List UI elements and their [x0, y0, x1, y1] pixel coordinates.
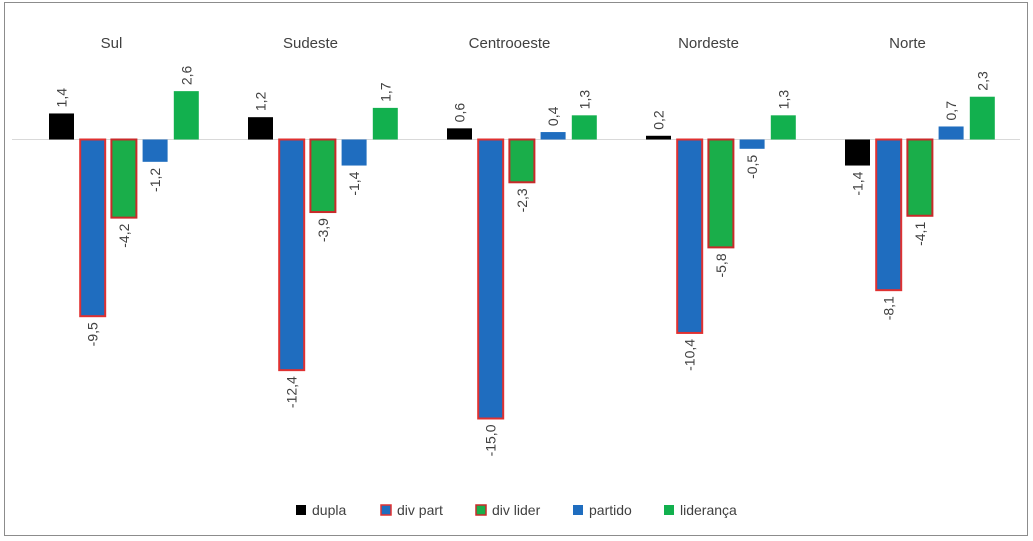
value-label-partido-sudeste: -1,4 — [346, 171, 362, 195]
bar-div-lider-centrooeste — [508, 138, 536, 184]
legend-label-div-part: div part — [397, 502, 443, 518]
category-label-norte: Norte — [889, 35, 926, 52]
bar-div-part-centrooeste — [477, 138, 505, 420]
legend-swatch-partido — [573, 505, 583, 515]
legend-swatch-lideran-a — [664, 505, 674, 515]
value-label-partido-norte: 0,7 — [943, 101, 959, 121]
category-label-nordeste: Nordeste — [678, 35, 739, 52]
category-label-sul: Sul — [101, 35, 123, 52]
bar-partido-sul — [142, 139, 168, 162]
legend-label-partido: partido — [589, 502, 632, 518]
bar-div-part-sudeste — [278, 138, 306, 372]
bar-dupla-sudeste — [248, 117, 273, 140]
value-label-div-part-nordeste: -10,4 — [682, 339, 698, 371]
bar-partido-sudeste — [341, 139, 367, 166]
bar-lideran-a-centrooeste — [571, 115, 597, 140]
legend-label-lideran-a: liderança — [680, 502, 737, 518]
bar-div-lider-norte — [906, 138, 934, 217]
value-label-div-lider-centrooeste: -2,3 — [514, 188, 530, 212]
category-label-sudeste: Sudeste — [283, 35, 338, 52]
bar-lideran-a-sul — [173, 91, 199, 140]
legend-swatch-div-part — [380, 504, 392, 516]
value-label-div-part-centrooeste: -15,0 — [483, 424, 499, 456]
bar-dupla-sul — [49, 113, 74, 140]
bar-dupla-centrooeste — [447, 128, 472, 140]
value-label-div-part-sudeste: -12,4 — [284, 376, 300, 408]
legend-item-div-part: div part — [380, 502, 443, 518]
bar-dupla-norte — [845, 139, 870, 166]
bar-lideran-a-nordeste — [770, 115, 796, 140]
legend-item-lideran-a: liderança — [664, 502, 737, 518]
bar-lideran-a-norte — [969, 96, 995, 140]
value-label-lideran-a-norte: 2,3 — [974, 71, 990, 91]
value-label-div-part-sul: -9,5 — [85, 322, 101, 346]
value-label-lideran-a-centrooeste: 1,3 — [576, 90, 592, 110]
legend-item-div-lider: div lider — [475, 502, 541, 518]
value-label-div-lider-norte: -4,1 — [912, 222, 928, 246]
bar-partido-norte — [938, 126, 964, 140]
value-label-div-lider-nordeste: -5,8 — [713, 253, 729, 277]
labels-layer: Sul 1,4 -9,5 -4,2 -1,2 2,6 Sudeste 1,2 -12,4 -3,9… — [54, 35, 991, 456]
value-label-lideran-a-sudeste: 1,7 — [377, 82, 393, 102]
legend-swatch-div-lider — [475, 504, 487, 516]
value-label-dupla-sul: 1,4 — [54, 88, 70, 108]
bar-div-part-norte — [875, 138, 903, 292]
value-label-lideran-a-sul: 2,6 — [178, 65, 194, 85]
value-label-dupla-nordeste: 0,2 — [651, 110, 667, 130]
value-label-dupla-sudeste: 1,2 — [253, 92, 269, 112]
category-label-centrooeste: Centrooeste — [469, 35, 551, 52]
legend-item-dupla: dupla — [296, 502, 346, 518]
bar-lideran-a-sudeste — [372, 107, 398, 140]
value-label-div-lider-sul: -4,2 — [116, 223, 132, 247]
bar-dupla-nordeste — [646, 135, 671, 140]
value-label-lideran-a-nordeste: 1,3 — [775, 90, 791, 110]
legend-label-dupla: dupla — [312, 502, 346, 518]
bar-div-part-nordeste — [676, 138, 704, 334]
bar-partido-nordeste — [739, 139, 765, 149]
value-label-div-part-norte: -8,1 — [881, 296, 897, 320]
value-label-partido-nordeste: -0,5 — [744, 155, 760, 179]
value-label-div-lider-sudeste: -3,9 — [315, 218, 331, 242]
legend-swatch-dupla — [296, 505, 306, 515]
legend-item-partido: partido — [573, 502, 632, 518]
bar-div-lider-sudeste — [309, 138, 337, 214]
bars-layer — [12, 91, 1020, 420]
bar-div-part-sul — [79, 138, 107, 318]
legend-label-div-lider: div lider — [492, 502, 541, 518]
bar-div-lider-sul — [110, 138, 138, 219]
chart-frame — [4, 2, 1028, 536]
legend: dupla div part div lider partido liderança — [296, 502, 737, 518]
value-label-dupla-centrooeste: 0,6 — [452, 103, 468, 123]
bar-partido-centrooeste — [540, 132, 566, 140]
value-label-partido-centrooeste: 0,4 — [545, 106, 561, 126]
value-label-partido-sul: -1,2 — [147, 168, 163, 192]
bar-div-lider-nordeste — [707, 138, 735, 249]
value-label-dupla-norte: -1,4 — [850, 171, 866, 195]
